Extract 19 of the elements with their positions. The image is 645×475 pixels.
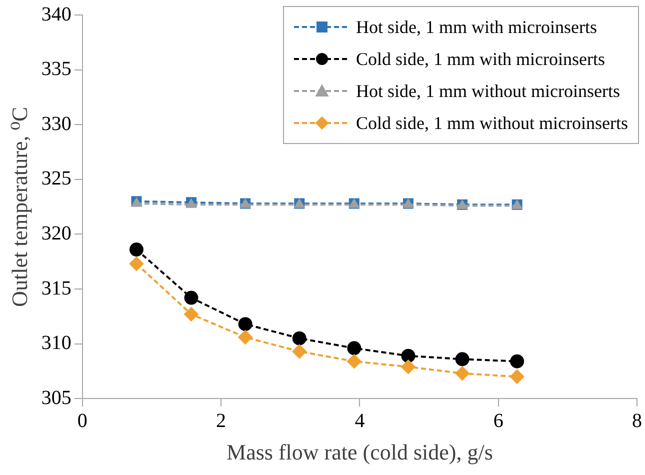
y-tick-label: 305 bbox=[41, 386, 72, 409]
legend-label: Cold side, 1 mm with microinserts bbox=[356, 48, 605, 70]
y-tick-label: 325 bbox=[41, 168, 72, 190]
y-tick-label: 315 bbox=[41, 277, 72, 300]
x-tick-label: 6 bbox=[493, 410, 504, 432]
y-tick-label: 335 bbox=[41, 58, 72, 80]
legend-label: Hot side, 1 mm without microinserts bbox=[356, 80, 620, 102]
legend-label: Cold side, 1 mm without microinserts bbox=[356, 112, 628, 134]
y-tick-label: 320 bbox=[41, 222, 72, 244]
legend-label: Hot side, 1 mm with microinserts bbox=[356, 16, 597, 38]
y-tick-label: 330 bbox=[41, 112, 72, 135]
x-tick-label: 0 bbox=[77, 410, 88, 432]
x-tick-label: 4 bbox=[354, 410, 365, 432]
y-axis-title: Outlet temperature, ⁰C bbox=[6, 106, 32, 307]
x-axis-title: Mass flow rate (cold side), g/s bbox=[226, 440, 493, 465]
y-tick-label: 340 bbox=[41, 3, 72, 26]
x-tick-label: 8 bbox=[632, 410, 642, 432]
x-tick-label: 2 bbox=[216, 410, 226, 432]
y-tick-label: 310 bbox=[41, 332, 72, 354]
